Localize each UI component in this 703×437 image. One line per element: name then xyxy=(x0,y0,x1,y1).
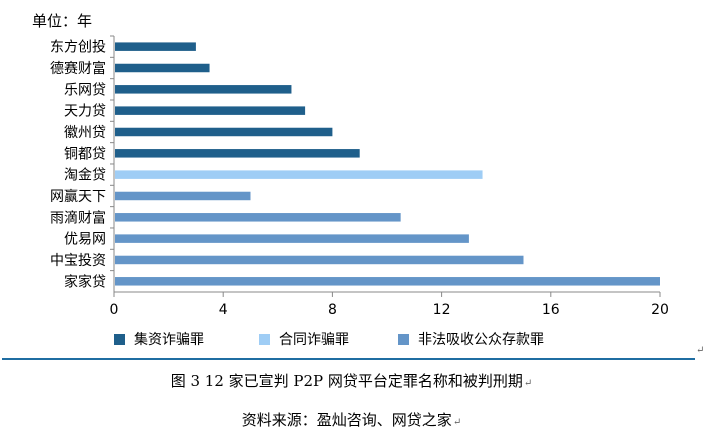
divider-line xyxy=(2,358,695,360)
x-tick-label: 20 xyxy=(651,302,669,318)
bar-chart: 东方创投德赛财富乐网贷天力贷徽州贷铜都贷淘金贷网赢天下雨滴财富优易网中宝投资家家… xyxy=(50,35,669,348)
legend-swatch xyxy=(259,334,270,345)
x-tick-label: 8 xyxy=(328,302,337,318)
bar xyxy=(115,213,401,222)
legend-swatch xyxy=(114,334,125,345)
x-tick-label: 12 xyxy=(433,302,451,318)
bar xyxy=(115,170,483,179)
category-label: 乐网贷 xyxy=(64,82,106,98)
category-label: 德赛财富 xyxy=(50,60,106,77)
figure-caption: 图 3 12 家已宣判 P2P 网贷平台定罪名称和被判刑期↵ xyxy=(170,372,533,390)
category-label: 铜都贷 xyxy=(64,146,106,162)
bar xyxy=(115,149,360,158)
category-label: 徽州贷 xyxy=(64,125,106,141)
x-tick-label: 16 xyxy=(542,302,560,318)
figure-source: 资料来源：盈灿咨询、网贷之家↵ xyxy=(241,411,462,429)
category-label: 网赢天下 xyxy=(50,188,106,205)
bar xyxy=(115,234,469,243)
category-label: 淘金贷 xyxy=(64,168,106,184)
unit-label: 单位：年 xyxy=(32,12,93,30)
bar xyxy=(115,277,660,286)
bar xyxy=(115,255,524,265)
category-label: 东方创投 xyxy=(50,40,106,56)
bar xyxy=(115,191,251,201)
legend-swatch xyxy=(398,334,409,345)
category-label: 家家贷 xyxy=(64,273,106,290)
caption-text: 图 3 12 家已宣判 P2P 网贷平台定罪名称和被判刑期 xyxy=(170,372,523,390)
legend-label: 非法吸收公众存款罪 xyxy=(418,332,544,348)
bar xyxy=(115,85,292,94)
category-label: 优易网 xyxy=(64,232,106,248)
bar xyxy=(115,42,196,51)
paragraph-mark: ↵ xyxy=(696,345,703,356)
bar xyxy=(115,127,333,137)
source-text: 资料来源：盈灿咨询、网贷之家 xyxy=(241,411,452,429)
x-tick-label: 0 xyxy=(110,302,119,318)
x-tick-label: 4 xyxy=(219,302,228,318)
bar xyxy=(115,63,210,73)
category-label: 天力贷 xyxy=(64,104,106,120)
category-label: 中宝投资 xyxy=(50,253,106,269)
legend-label: 集资诈骗罪 xyxy=(134,331,204,348)
category-label: 雨滴财富 xyxy=(50,209,106,226)
legend-label: 合同诈骗罪 xyxy=(279,332,349,348)
bar xyxy=(115,106,306,115)
